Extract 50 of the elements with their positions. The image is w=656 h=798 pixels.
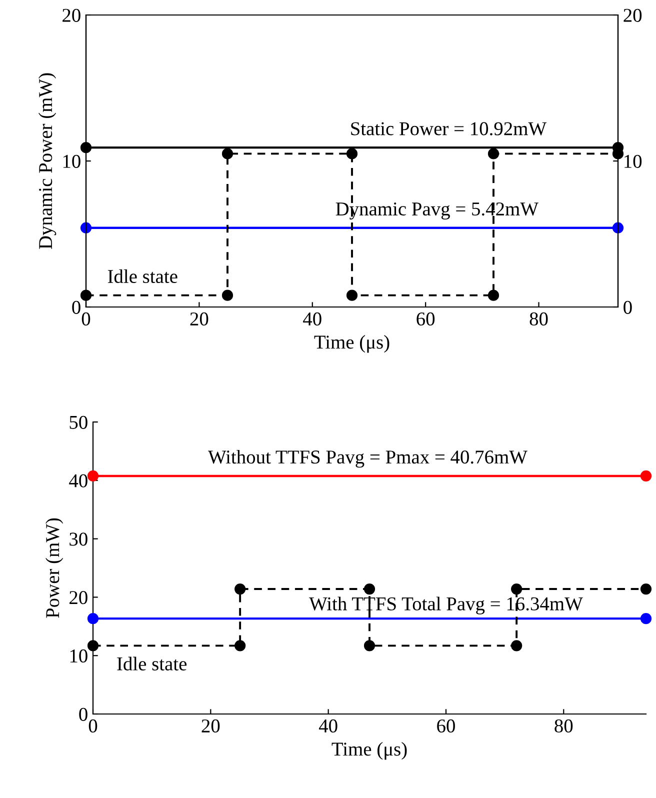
x-axis-title: Time (μs) <box>314 335 390 353</box>
annotation: With TTFS Total Pavg = 16.34mW <box>309 596 583 614</box>
point <box>511 583 522 595</box>
y2-tick-label: 0 <box>624 300 632 314</box>
y-axis-title: Dynamic Power (mW) <box>38 73 56 249</box>
x-tick-label: 40 <box>318 719 338 733</box>
annotation: Idle state <box>117 656 187 670</box>
y-tick-label: 10 <box>63 154 80 168</box>
x-tick-label: 20 <box>190 312 208 326</box>
point <box>234 640 246 652</box>
point <box>346 148 358 160</box>
annotation: Dynamic Pavg = 5.42mW <box>336 202 538 220</box>
x-tick-label: 80 <box>554 719 573 733</box>
point <box>488 290 500 301</box>
point <box>640 583 652 595</box>
annotation: Idle state <box>108 269 178 284</box>
point <box>222 148 234 160</box>
x-tick-label: 0 <box>88 719 98 733</box>
point <box>364 583 376 595</box>
y-tick-label: 20 <box>70 591 88 604</box>
y-tick-label: 20 <box>62 8 80 22</box>
x-tick-label: 60 <box>437 719 455 733</box>
x-tick-label: 40 <box>303 312 322 326</box>
x-tick-label: 60 <box>416 312 435 326</box>
annotation: Without TTFS Pavg = Pmax = 40.76mW <box>208 450 528 468</box>
x-axis-title: Time (μs) <box>332 742 407 760</box>
x-tick-label: 80 <box>530 312 548 326</box>
y-tick-label: 10 <box>70 649 88 663</box>
y-tick-label: 0 <box>72 300 80 314</box>
point <box>80 142 92 154</box>
y2-tick-label: 10 <box>624 154 642 168</box>
point <box>222 290 234 301</box>
y-axis-title: Power (mW) <box>46 518 64 618</box>
y-tick-label: 30 <box>70 532 88 546</box>
point <box>640 470 652 482</box>
point <box>488 148 500 160</box>
x-tick-label: 20 <box>202 719 220 733</box>
y2-tick-label: 20 <box>624 8 642 22</box>
y-tick-label: 40 <box>69 474 88 488</box>
point <box>511 640 522 652</box>
y-tick-label: 0 <box>79 708 88 721</box>
point <box>364 640 376 652</box>
point <box>87 640 99 652</box>
point <box>87 613 99 624</box>
annotation: Static Power = 10.92mW <box>351 122 547 136</box>
point <box>346 290 358 301</box>
point <box>640 613 652 624</box>
point <box>87 470 99 482</box>
y-tick-label: 50 <box>70 416 88 429</box>
point <box>234 583 246 595</box>
